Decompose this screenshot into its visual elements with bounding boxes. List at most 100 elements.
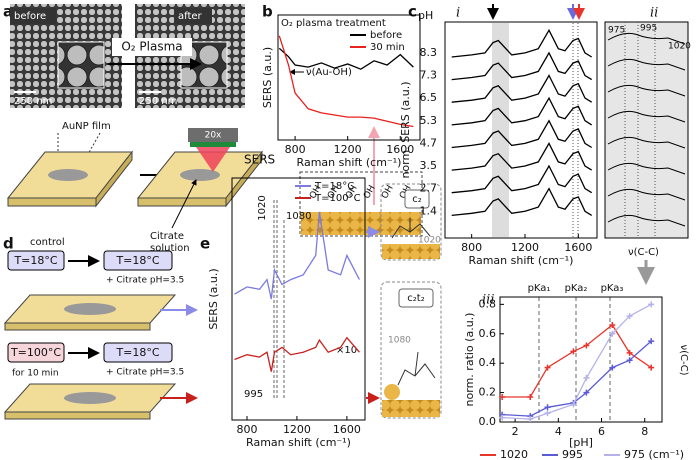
x-tick-label: 800 <box>461 241 482 254</box>
y-axis-label: SERS (a.u.) <box>261 47 274 108</box>
x-tick-label: 1200 <box>511 241 539 254</box>
x-tick-label: 1600 <box>333 423 361 436</box>
x-tick-label: 1600 <box>386 143 414 156</box>
plot-frame <box>444 21 598 239</box>
marker <box>626 357 633 364</box>
annotation: 995 <box>244 389 263 400</box>
inset <box>57 41 105 89</box>
plot-frame <box>231 177 366 421</box>
marker <box>609 364 616 371</box>
marker <box>499 414 506 421</box>
band <box>492 23 509 237</box>
marker <box>626 349 633 356</box>
label: OH <box>362 184 378 201</box>
label: + Citrate pH=3.5 <box>106 276 184 286</box>
series-line <box>451 28 593 58</box>
label: 1080 <box>388 336 411 346</box>
series-line <box>234 211 360 300</box>
marker <box>544 404 551 411</box>
label: AuNP film <box>62 121 111 132</box>
series-line <box>234 336 360 372</box>
gold <box>301 212 421 235</box>
y-tick-label: 0.4 <box>479 356 497 369</box>
label: 1020 <box>418 236 441 246</box>
x-tick-label: 6 <box>598 425 605 438</box>
legend-label: 995 <box>562 448 583 460</box>
box <box>103 342 173 363</box>
y-axis-label: norm. SERS (a.u.) <box>399 81 412 178</box>
label: SERS <box>244 153 275 167</box>
x-tick-label: 800 <box>236 423 257 436</box>
label: c₂t₂ <box>407 293 424 304</box>
frame <box>604 21 689 239</box>
series-line <box>451 96 593 126</box>
marker <box>626 313 633 320</box>
panel-label: e <box>200 235 210 253</box>
marker <box>544 410 551 417</box>
panel-label: b <box>262 3 273 21</box>
marker <box>583 374 590 381</box>
marker <box>499 394 506 400</box>
label: pH <box>418 9 433 22</box>
series-line <box>278 35 414 128</box>
label: for 10 min <box>12 369 59 379</box>
series-label: 6.5 <box>420 91 438 104</box>
x-axis-label: Raman shift (cm⁻¹) <box>469 254 574 267</box>
x-tick-label: 800 <box>285 143 306 156</box>
legend-label: T=100°C <box>314 193 361 204</box>
x-tick-label: 2 <box>512 425 519 438</box>
y-tick-label: 0.6 <box>479 327 497 340</box>
legend-label: 30 min <box>370 42 405 53</box>
arrow <box>171 179 197 229</box>
marker <box>527 394 534 400</box>
label: ν(C-C) <box>628 247 659 258</box>
label: 995 <box>640 24 657 34</box>
series-line <box>451 119 593 149</box>
label: O₂ Plasma <box>121 40 182 54</box>
label: c₂ <box>412 194 422 205</box>
series-line <box>502 303 652 420</box>
panel-e-models: c₂ 1020 c₂t₂ 1080 <box>366 183 442 419</box>
marker <box>648 364 655 371</box>
box <box>398 288 434 308</box>
series-line <box>451 74 593 103</box>
label: before <box>14 11 46 22</box>
film <box>48 169 88 181</box>
panel-a: before after O₂ Plasma 250 nm 250 nm AuN… <box>6 4 275 254</box>
panel-d: control T=18°C T=18°C + Citrate pH=3.5 T… <box>3 237 198 420</box>
series-line <box>502 323 652 398</box>
trace <box>607 32 686 227</box>
box <box>404 189 430 209</box>
gold <box>382 244 440 259</box>
series-line <box>451 164 593 194</box>
x-tick-label: 1600 <box>564 241 592 254</box>
substrate <box>225 150 263 208</box>
label: T=18°C <box>13 254 57 267</box>
adatom <box>384 384 400 400</box>
marker <box>570 401 577 408</box>
y-axis-label: norm. ratio (a.u.) <box>463 313 476 407</box>
box <box>7 342 65 363</box>
objective <box>190 142 236 147</box>
x-tick-label: 1200 <box>334 143 362 156</box>
marker <box>609 321 616 328</box>
film <box>64 392 116 404</box>
series-label: 2.7 <box>420 182 438 195</box>
plot-frame <box>277 14 421 141</box>
y-tick-label: 0.0 <box>479 415 497 428</box>
series-label: 4.7 <box>420 136 438 149</box>
label: Citrate <box>150 231 184 242</box>
y-tick-label: 0.2 <box>479 386 497 399</box>
laser <box>196 147 230 172</box>
label-bg <box>112 38 192 56</box>
y-tick-label: 0.8 <box>479 297 497 310</box>
annotation: 1080 <box>286 211 311 222</box>
panel-b-surface: OH OH OH OH OH OH <box>299 126 423 237</box>
label: T=18°C <box>115 254 159 267</box>
label: pKa₃ <box>601 283 624 294</box>
marker <box>527 416 534 423</box>
marker <box>648 338 655 345</box>
box <box>7 250 65 271</box>
panel-c-ii: 975 995 1020 ν(C-C) <box>604 21 691 285</box>
